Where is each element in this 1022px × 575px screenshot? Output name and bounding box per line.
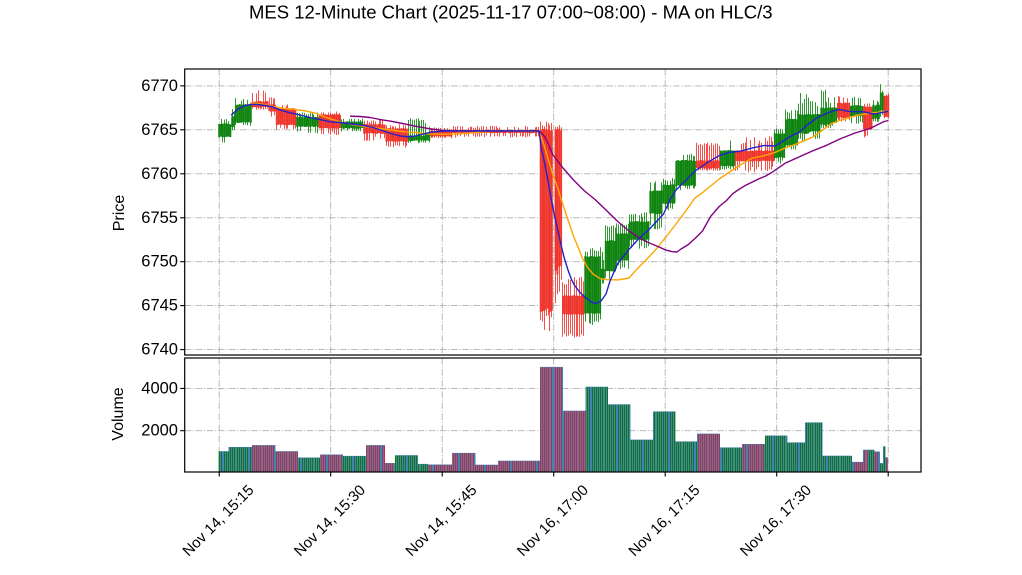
svg-text:6765: 6765: [141, 121, 178, 139]
svg-text:MES 12-Minute Chart (2025-11-1: MES 12-Minute Chart (2025-11-17 07:00~08…: [249, 2, 773, 23]
svg-text:6750: 6750: [141, 253, 178, 271]
svg-text:2000: 2000: [141, 422, 178, 440]
svg-text:6770: 6770: [141, 77, 178, 95]
svg-text:6760: 6760: [141, 165, 178, 183]
svg-text:4000: 4000: [141, 379, 178, 397]
svg-text:Price: Price: [111, 195, 128, 232]
svg-text:6740: 6740: [141, 341, 178, 359]
svg-text:6755: 6755: [141, 209, 178, 227]
svg-text:Volume: Volume: [110, 387, 127, 440]
svg-text:6745: 6745: [141, 297, 178, 315]
